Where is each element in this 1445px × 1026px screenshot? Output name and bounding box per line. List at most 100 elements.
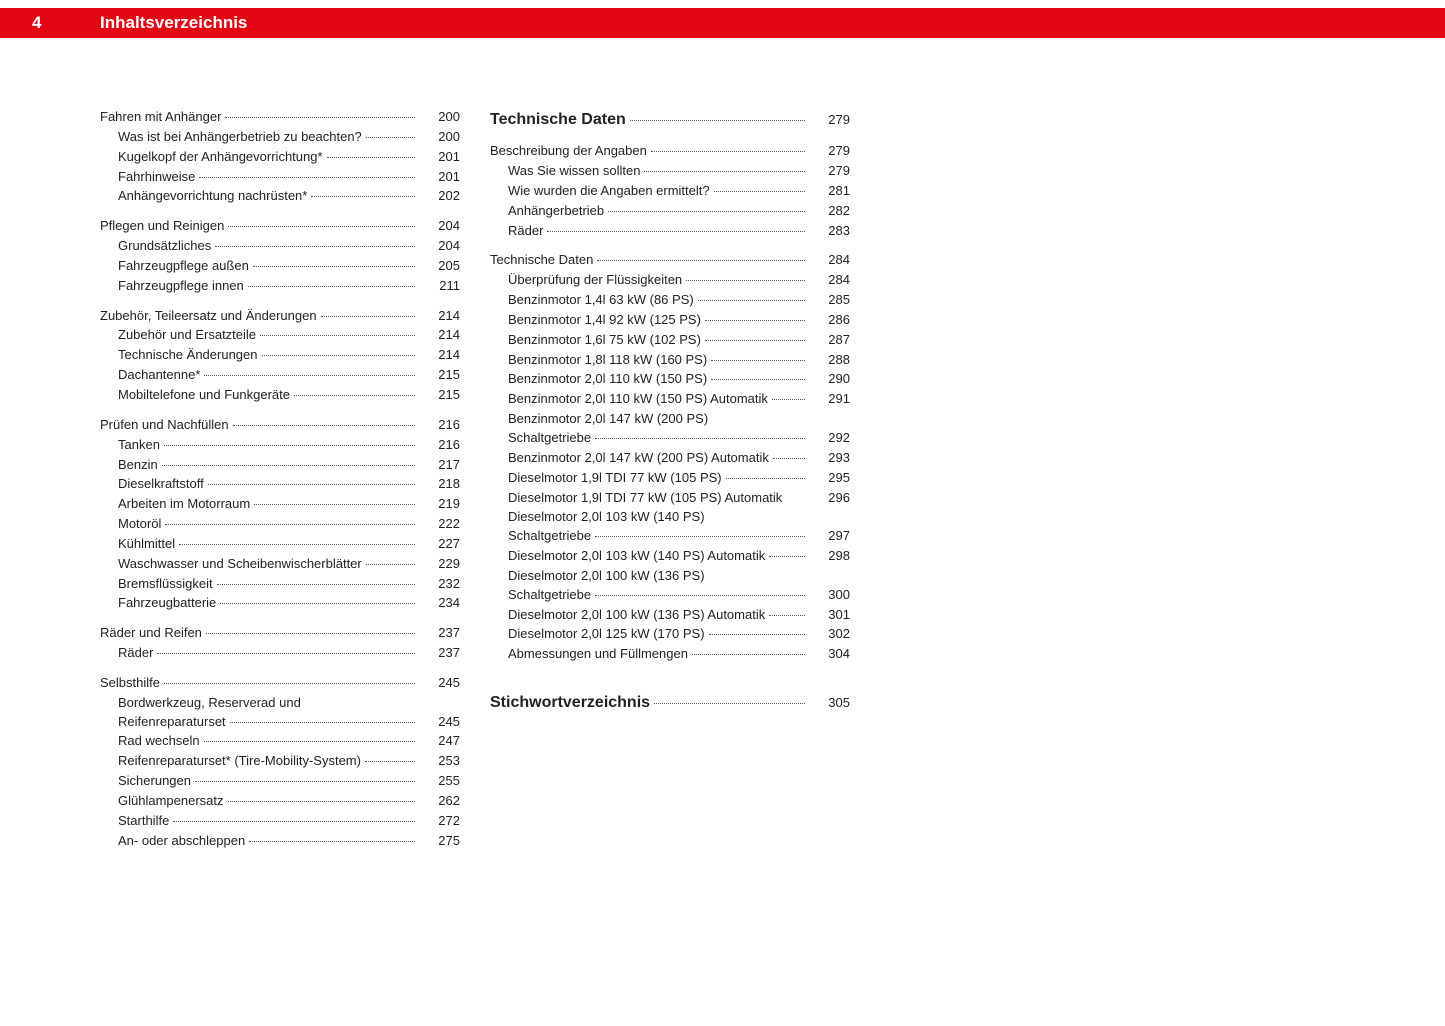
toc-dots <box>217 584 415 585</box>
toc-entry-page: 275 <box>426 832 460 851</box>
toc-entry-label: Fahrhinweise <box>100 168 195 187</box>
toc-dots <box>321 316 415 317</box>
toc-dots <box>366 137 415 138</box>
toc-spacer <box>100 664 460 674</box>
toc-entry: Sicherungen255 <box>100 772 460 791</box>
toc-entry: Grundsätzliches204 <box>100 237 460 256</box>
toc-entry-page: 202 <box>426 187 460 206</box>
toc-entry: Schaltgetriebe300 <box>490 586 850 605</box>
toc-entry: Schaltgetriebe292 <box>490 429 850 448</box>
toc-entry-prefix: Dieselmotor 2,0l 100 kW (136 PS) <box>490 567 850 586</box>
toc-dots <box>644 171 805 172</box>
toc-dots <box>230 722 415 723</box>
toc-entry-label: Technische Daten <box>490 251 593 270</box>
toc-entry-page: 281 <box>816 182 850 201</box>
toc-entry-page: 237 <box>426 624 460 643</box>
toc-dots <box>173 821 415 822</box>
toc-entry-label: Was ist bei Anhängerbetrieb zu beachten? <box>100 128 362 147</box>
toc-entry: Dieselkraftstoff218 <box>100 475 460 494</box>
toc-entry-label: Schaltgetriebe <box>490 527 591 546</box>
toc-dots <box>769 615 805 616</box>
toc-entry: Rad wechseln247 <box>100 732 460 751</box>
toc-entry-label: An- oder abschleppen <box>100 832 245 851</box>
toc-entry-label: Glühlampenersatz <box>100 792 224 811</box>
toc-entry: Glühlampenersatz262 <box>100 792 460 811</box>
toc-entry-page: 201 <box>426 148 460 167</box>
toc-column-right: Technische Daten279Beschreibung der Anga… <box>490 108 850 852</box>
toc-dots <box>228 801 416 802</box>
toc-dots <box>195 781 415 782</box>
toc-entry-label: Fahrzeugbatterie <box>100 594 216 613</box>
toc-entry-label: Dieselmotor 1,9l TDI 77 kW (105 PS) <box>490 469 722 488</box>
toc-entry-label: Räder <box>490 222 543 241</box>
toc-entry-label: Reifenreparaturset* (Tire-Mobility-Syste… <box>100 752 361 771</box>
toc-spacer <box>490 665 850 691</box>
toc-entry-label: Zubehör, Teileersatz und Änderungen <box>100 307 317 326</box>
toc-entry: Kühlmittel227 <box>100 535 460 554</box>
toc-entry: Überprüfung der Flüssigkeiten284 <box>490 271 850 290</box>
toc-entry: Dieselmotor 2,0l 125 kW (170 PS)302 <box>490 625 850 644</box>
toc-entry-label: Dachantenne* <box>100 366 200 385</box>
toc-entry: Reifenreparaturset* (Tire-Mobility-Syste… <box>100 752 460 771</box>
toc-dots <box>204 375 415 376</box>
toc-entry: Räder237 <box>100 644 460 663</box>
toc-entry-prefix: Dieselmotor 2,0l 103 kW (140 PS) <box>490 508 850 527</box>
toc-dots <box>686 280 805 281</box>
toc-entry-label: Benzinmotor 1,4l 63 kW (86 PS) <box>490 291 694 310</box>
toc-entry: Fahrzeugpflege innen211 <box>100 277 460 296</box>
toc-entry-page: 205 <box>426 257 460 276</box>
toc-dots <box>204 741 415 742</box>
toc-entry-label: Benzinmotor 2,0l 147 kW (200 PS) Automat… <box>490 449 769 468</box>
toc-entry-label: Kühlmittel <box>100 535 175 554</box>
toc-spacer <box>490 241 850 251</box>
toc-entry-label: Benzinmotor 1,6l 75 kW (102 PS) <box>490 331 701 350</box>
toc-dots <box>248 286 415 287</box>
toc-spacer <box>100 207 460 217</box>
toc-dots <box>365 761 415 762</box>
toc-entry-page: 288 <box>816 351 850 370</box>
toc-entry-page: 284 <box>816 251 850 270</box>
toc-entry: Motoröl222 <box>100 515 460 534</box>
toc-entry-label: Starthilfe <box>100 812 169 831</box>
toc-dots <box>327 157 415 158</box>
toc-entry-page: 282 <box>816 202 850 221</box>
toc-entry: Was Sie wissen sollten279 <box>490 162 850 181</box>
toc-entry-page: 245 <box>426 674 460 693</box>
toc-entry-label: Technische Daten <box>490 108 626 131</box>
toc-entry-label: Abmessungen und Füllmengen <box>490 645 688 664</box>
toc-dots <box>311 196 415 197</box>
toc-entry-page: 295 <box>816 469 850 488</box>
toc-entry-page: 301 <box>816 606 850 625</box>
toc-entry: Benzinmotor 1,6l 75 kW (102 PS)287 <box>490 331 850 350</box>
toc-entry-page: 232 <box>426 575 460 594</box>
toc-entry-label: Waschwasser und Scheibenwischerblätter <box>100 555 362 574</box>
toc-entry: Schaltgetriebe297 <box>490 527 850 546</box>
toc-entry-page: 214 <box>426 326 460 345</box>
toc-dots <box>547 231 805 232</box>
toc-dots <box>157 653 415 654</box>
toc-entry-page: 293 <box>816 449 850 468</box>
toc-entry: Fahrhinweise201 <box>100 168 460 187</box>
toc-dots <box>165 524 415 525</box>
toc-entry: Dieselmotor 2,0l 103 kW (140 PS) Automat… <box>490 547 850 566</box>
toc-dots <box>215 246 415 247</box>
toc-entry-page: 214 <box>426 346 460 365</box>
toc-entry: Fahrzeugpflege außen205 <box>100 257 460 276</box>
toc-entry: Anhängevorrichtung nachrüsten*202 <box>100 187 460 206</box>
toc-entry-page: 305 <box>816 694 850 713</box>
toc-entry-label: Anhängerbetrieb <box>490 202 604 221</box>
toc-entry: Fahrzeugbatterie234 <box>100 594 460 613</box>
toc-dots <box>705 340 805 341</box>
toc-entry-label: Benzin <box>100 456 158 475</box>
toc-entry: Benzinmotor 1,8l 118 kW (160 PS)288 <box>490 351 850 370</box>
toc-entry-page: 245 <box>426 713 460 732</box>
toc-entry-label: Rad wechseln <box>100 732 200 751</box>
toc-entry: Technische Daten279 <box>490 108 850 131</box>
toc-dots <box>164 683 415 684</box>
toc-dots <box>262 355 416 356</box>
toc-entry-label: Pflegen und Reinigen <box>100 217 224 236</box>
toc-entry: Anhängerbetrieb 282 <box>490 202 850 221</box>
toc-dots <box>726 478 805 479</box>
toc-dots <box>711 360 805 361</box>
toc-dots <box>705 320 805 321</box>
